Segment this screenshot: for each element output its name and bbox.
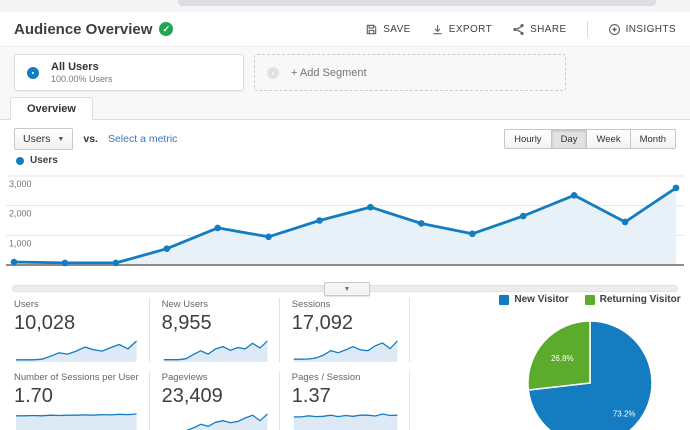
pie-legend: New Visitor Returning Visitor xyxy=(484,294,690,305)
granularity-week-button[interactable]: Week xyxy=(586,129,631,149)
sessions-per-user-sparkline-chart xyxy=(14,411,139,430)
metric-label: Users xyxy=(14,299,39,310)
metric-value: 1.70 xyxy=(14,385,53,407)
metric-label: Number of Sessions per User xyxy=(14,372,139,383)
add-segment-label: + Add Segment xyxy=(291,66,367,79)
pages-per-session-sparkline-chart xyxy=(292,411,399,430)
returning-visitor-swatch-icon xyxy=(584,294,595,305)
metric-value: 10,028 xyxy=(14,312,76,334)
pageviews-sparkline-chart xyxy=(162,411,269,430)
metric-card-users[interactable]: Users 10,028 xyxy=(14,298,150,362)
tab-overview[interactable]: Overview xyxy=(10,97,93,120)
chart-controls: Users ▼ vs. Select a metric Hourly Day W… xyxy=(0,127,690,151)
metric-value: 17,092 xyxy=(291,312,353,334)
sessions-sparkline-chart xyxy=(292,338,399,362)
new-visitor-swatch-icon xyxy=(499,294,510,305)
svg-text:3,000: 3,000 xyxy=(9,179,32,189)
report-toolbar: SAVE EXPORT SHARE xyxy=(365,21,676,37)
timeline-slider: ▼ xyxy=(12,282,678,296)
tab-bar: Overview xyxy=(0,97,690,120)
svg-text:26.8%: 26.8% xyxy=(551,354,574,363)
metric-label: Sessions xyxy=(291,299,331,310)
download-icon xyxy=(431,23,444,36)
users-sparkline-chart xyxy=(14,338,139,362)
segment-circle-icon xyxy=(27,66,39,79)
browser-strip-tab xyxy=(178,0,656,6)
share-icon xyxy=(512,23,525,36)
new-users-sparkline-chart xyxy=(162,338,269,362)
export-label: EXPORT xyxy=(448,23,493,35)
segment-strip: All Users 100.00% Users + Add Segment xyxy=(0,46,690,98)
segment-circle-icon xyxy=(267,66,279,79)
toolbar-divider xyxy=(586,21,588,37)
share-button[interactable]: SHARE xyxy=(512,23,566,36)
visitor-type-panel: New Visitor Returning Visitor 73.2% 26.8% xyxy=(484,294,690,430)
metric-card-pages-per-session[interactable]: Pages / Session 1.37 xyxy=(280,371,410,430)
granularity-hourly-button[interactable]: Hourly xyxy=(504,129,552,149)
metric-card-sessions[interactable]: Sessions 17,092 xyxy=(280,298,410,362)
metric-label: New Users xyxy=(161,299,209,310)
slider-collapse-handle[interactable]: ▼ xyxy=(324,282,370,296)
svg-text:2,000: 2,000 xyxy=(9,209,32,219)
share-label: SHARE xyxy=(530,23,567,35)
metric-value: 23,409 xyxy=(161,385,223,407)
series-dot-icon xyxy=(16,156,24,165)
vs-label: vs. xyxy=(83,133,98,145)
granularity-day-button[interactable]: Day xyxy=(550,129,588,149)
chevron-down-icon: ▼ xyxy=(343,285,351,293)
save-icon xyxy=(365,23,378,36)
metric-selector-dropdown[interactable]: Users ▼ xyxy=(14,128,74,150)
page-title: Audience Overview xyxy=(14,20,153,38)
metric-card-sessions-per-user[interactable]: Number of Sessions per User 1.70 xyxy=(14,371,150,430)
segment-title: All Users xyxy=(51,61,99,73)
metric-selector-value: Users xyxy=(23,133,51,145)
insights-button[interactable]: INSIGHTS xyxy=(608,23,676,36)
pie-legend-label: New Visitor xyxy=(514,294,569,305)
report-header: Audience Overview ✓ SAVE EXPORT xyxy=(0,12,690,46)
svg-text:1,000: 1,000 xyxy=(9,238,32,248)
chart-legend: Users xyxy=(16,155,58,166)
metrics-grid: Users 10,028 New Users 8,955 Sessions 17… xyxy=(14,298,410,430)
svg-text:73.2%: 73.2% xyxy=(613,410,636,419)
granularity-month-button[interactable]: Month xyxy=(629,129,676,149)
insights-label: INSIGHTS xyxy=(625,23,676,35)
users-line-chart[interactable]: 1,000 2,000 3,000 xyxy=(6,169,684,281)
save-button[interactable]: SAVE xyxy=(365,23,411,36)
browser-strip xyxy=(0,0,690,12)
verified-badge-icon: ✓ xyxy=(159,22,174,36)
select-metric-link[interactable]: Select a metric xyxy=(107,133,178,145)
insights-icon xyxy=(608,23,621,36)
metric-card-new-users[interactable]: New Users 8,955 xyxy=(150,298,280,362)
segment-all-users[interactable]: All Users 100.00% Users xyxy=(14,54,244,91)
granularity-button-group: Hourly Day Week Month xyxy=(504,129,676,149)
pie-legend-label: Returning Visitor xyxy=(599,294,681,305)
metric-value: 8,955 xyxy=(161,312,212,334)
add-segment-button[interactable]: + Add Segment xyxy=(254,54,566,91)
metric-label: Pages / Session xyxy=(291,372,361,383)
export-button[interactable]: EXPORT xyxy=(431,23,492,36)
metric-card-pageviews[interactable]: Pageviews 23,409 xyxy=(150,371,280,430)
segment-subtitle: 100.00% Users xyxy=(51,74,113,84)
pie-legend-returning-visitor: Returning Visitor xyxy=(584,294,681,305)
visitor-type-pie-chart: 73.2% 26.8% xyxy=(505,311,675,430)
pie-legend-new-visitor: New Visitor xyxy=(499,294,569,305)
save-label: SAVE xyxy=(383,23,411,35)
metric-value: 1.37 xyxy=(291,385,331,407)
metric-label: Pageviews xyxy=(161,372,208,383)
chevron-down-icon: ▼ xyxy=(57,135,65,143)
series-legend-label: Users xyxy=(30,155,58,166)
summary-section: Users 10,028 New Users 8,955 Sessions 17… xyxy=(14,294,690,430)
